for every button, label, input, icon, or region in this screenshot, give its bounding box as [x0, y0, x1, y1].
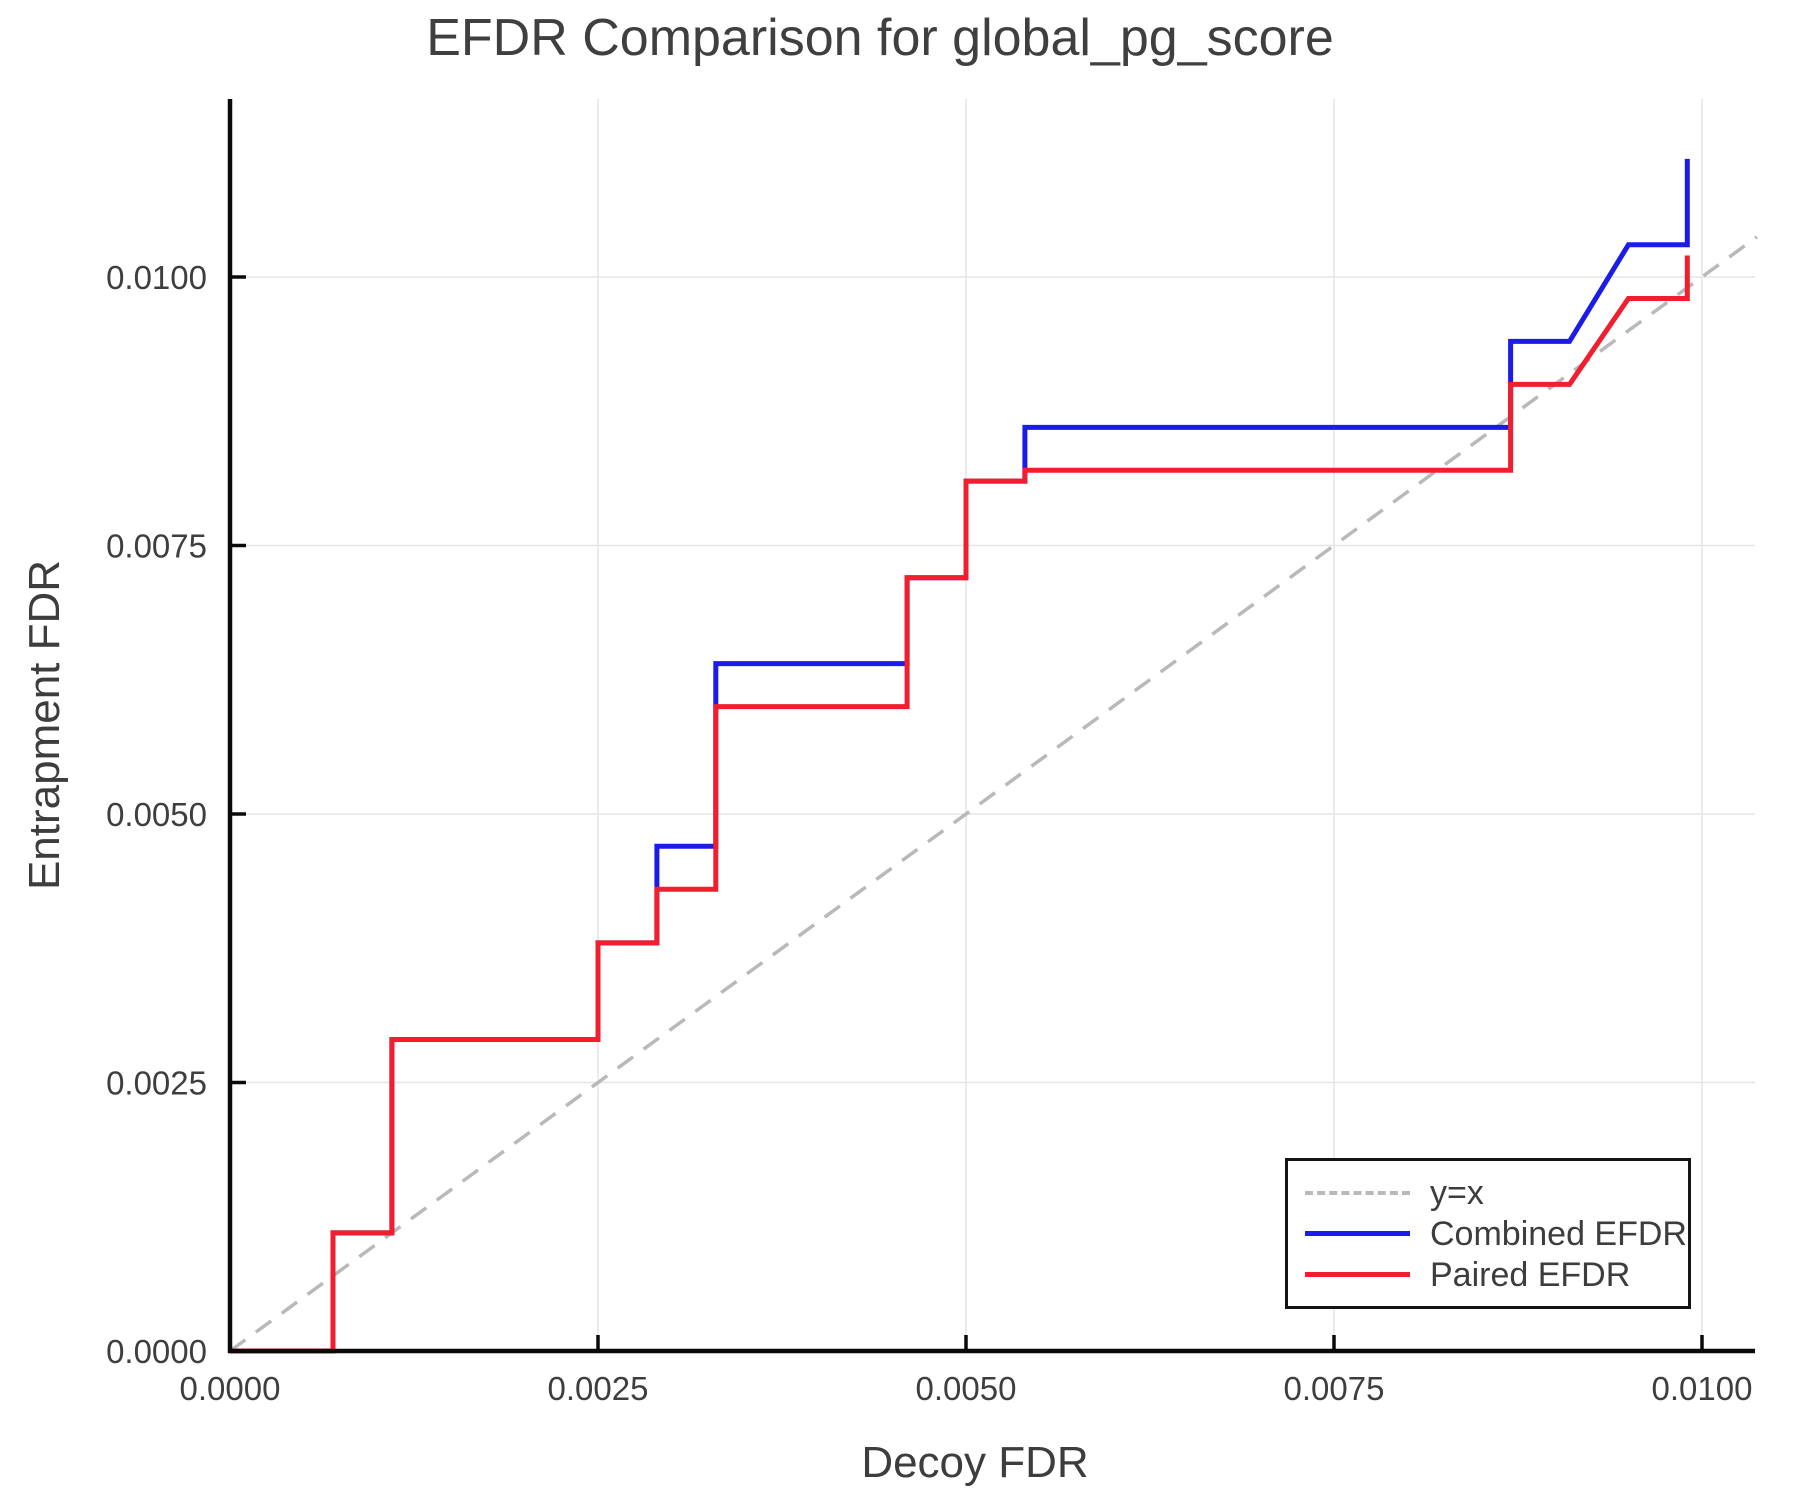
series-line-y-x — [228, 235, 1758, 1353]
x-tick-label: 0.0075 — [1284, 1370, 1385, 1407]
legend-label: Combined EFDR — [1430, 1214, 1687, 1253]
x-tick-label: 0.0100 — [1652, 1370, 1753, 1407]
legend-combined-line-sample — [1305, 1231, 1410, 1236]
x-tick-label: 0.0000 — [180, 1370, 281, 1407]
legend-paired-line-sample — [1305, 1272, 1410, 1277]
x-tick-label: 0.0050 — [916, 1370, 1017, 1407]
chart-title: EFDR Comparison for global_pg_score — [426, 9, 1334, 67]
legend-box: y=x Combined EFDR Paired EFDR — [1285, 1158, 1691, 1309]
legend-row-paired-efdr: Paired EFDR — [1305, 1256, 1688, 1294]
legend-label: Paired EFDR — [1430, 1255, 1631, 1294]
y-tick-label: 0.0000 — [106, 1333, 207, 1370]
y-tick-label: 0.0025 — [106, 1065, 207, 1102]
legend-dashed-line-sample — [1305, 1190, 1410, 1195]
y-tick-label: 0.0100 — [106, 259, 207, 296]
legend-row-combined-efdr: Combined EFDR — [1305, 1215, 1688, 1253]
series-line-paired-efdr — [230, 255, 1690, 1354]
x-tick-label: 0.0025 — [548, 1370, 649, 1407]
y-axis-title: Entrapment FDR — [20, 559, 69, 891]
legend-row-y-equals-x: y=x — [1305, 1174, 1688, 1212]
y-tick-label: 0.0050 — [106, 796, 207, 833]
y-tick-label: 0.0075 — [106, 528, 207, 565]
x-axis-title: Decoy FDR — [861, 1438, 1089, 1487]
legend-label: y=x — [1430, 1173, 1484, 1212]
